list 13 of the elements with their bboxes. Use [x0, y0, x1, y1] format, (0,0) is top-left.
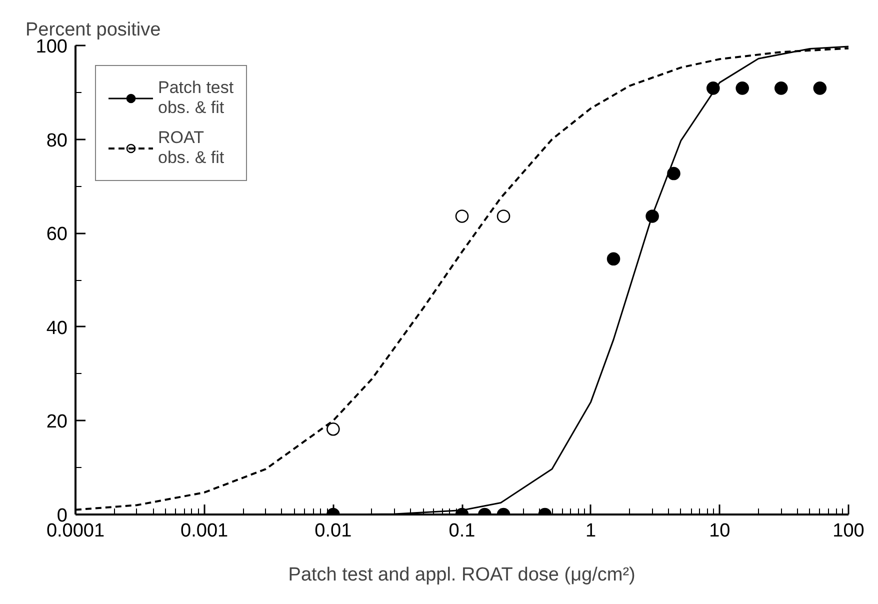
- y-tick-label: 80: [46, 130, 68, 152]
- y-tick-label: 20: [46, 412, 68, 433]
- x-tick-label: 0.01: [314, 520, 352, 542]
- x-tick-label: 100: [832, 520, 864, 542]
- x-axis-title: Patch test and appl. ROAT dose (μg/cm²): [288, 564, 636, 586]
- x-tick-label: 10: [709, 520, 730, 542]
- legend-label: ROAT obs. & fit: [158, 128, 224, 168]
- y-tick-label: 60: [46, 224, 68, 246]
- x-tick-label: 0.1: [448, 520, 476, 542]
- legend-label: Patch test obs. & fit: [158, 78, 234, 118]
- x-tick-label: 1: [586, 520, 596, 542]
- x-tick-label: 0.001: [180, 520, 228, 542]
- y-tick-label: 40: [46, 318, 68, 339]
